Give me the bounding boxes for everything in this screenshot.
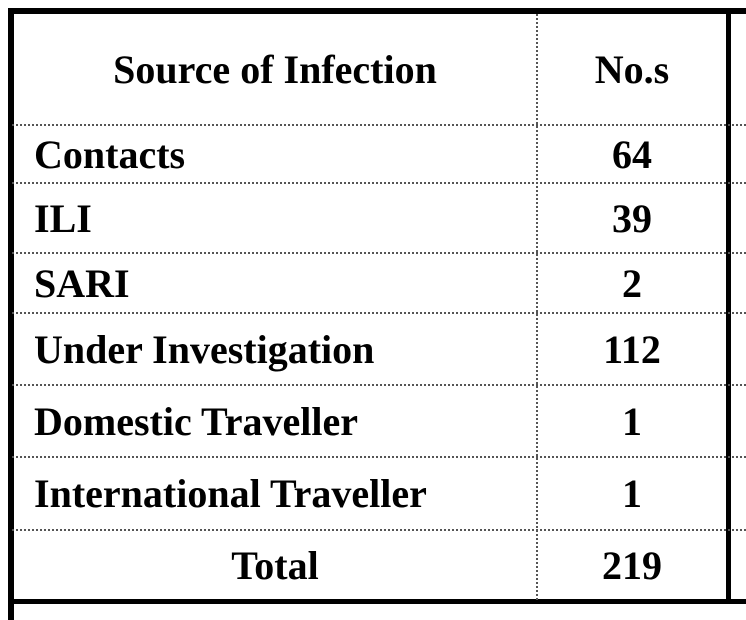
row-divider bbox=[12, 312, 746, 314]
row-divider bbox=[12, 252, 746, 254]
header-cell: No.s bbox=[594, 47, 670, 92]
header-cell: Source of Infection bbox=[113, 47, 437, 92]
border-bottom bbox=[8, 599, 746, 604]
border-right bbox=[726, 8, 731, 604]
value-cell: 64 bbox=[612, 131, 652, 177]
label-cell: Contacts bbox=[34, 131, 186, 177]
value-cell: 2 bbox=[622, 260, 642, 306]
column-divider bbox=[536, 14, 538, 600]
value-cell: 1 bbox=[622, 471, 642, 516]
row-divider bbox=[12, 124, 746, 126]
row-divider bbox=[12, 456, 746, 458]
value-cell: 219 bbox=[602, 542, 662, 588]
row-divider bbox=[12, 529, 746, 531]
label-cell: Total bbox=[231, 542, 319, 588]
value-cell: 1 bbox=[622, 398, 642, 444]
label-cell: International Traveller bbox=[34, 471, 427, 516]
border-left bbox=[8, 8, 14, 620]
label-cell: SARI bbox=[34, 260, 130, 306]
value-cell: 112 bbox=[603, 326, 661, 372]
label-cell: ILI bbox=[34, 195, 92, 241]
border-top bbox=[8, 8, 746, 14]
row-divider bbox=[12, 182, 746, 184]
label-cell: Under Investigation bbox=[34, 326, 375, 372]
row-divider bbox=[12, 384, 746, 386]
value-cell: 39 bbox=[612, 195, 652, 241]
label-cell: Domestic Traveller bbox=[34, 398, 358, 444]
